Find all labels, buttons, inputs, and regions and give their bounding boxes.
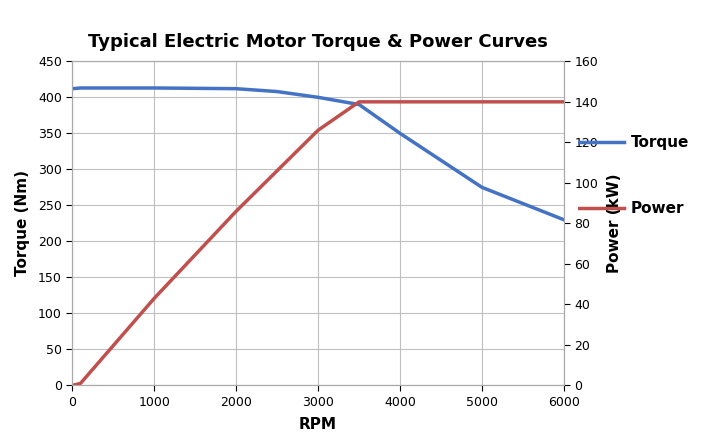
Power (314, 127, 322, 133)
Torque (68, 86, 77, 91)
Torque (273, 89, 281, 94)
X-axis label: RPM: RPM (299, 417, 337, 432)
Torque (76, 85, 85, 91)
Torque (314, 95, 322, 100)
Torque (232, 86, 241, 91)
Power (560, 99, 568, 105)
Power (232, 208, 241, 214)
Torque (478, 185, 487, 190)
Title: Typical Electric Motor Torque & Power Curves: Typical Electric Motor Torque & Power Cu… (88, 33, 548, 51)
Power (68, 383, 77, 388)
Power (150, 296, 158, 301)
Text: Torque: Torque (630, 135, 689, 150)
Y-axis label: Power (kW): Power (kW) (607, 173, 622, 273)
Torque (150, 85, 158, 91)
Torque (395, 131, 404, 136)
Y-axis label: Torque (Nm): Torque (Nm) (14, 170, 30, 276)
Power (76, 381, 85, 386)
Power (355, 99, 364, 105)
Power (478, 99, 487, 105)
Line: Torque: Torque (72, 88, 564, 220)
Torque (560, 217, 568, 223)
Power (395, 99, 404, 105)
Torque (355, 102, 364, 107)
Power (273, 168, 281, 173)
Text: Power: Power (630, 201, 684, 215)
Line: Power: Power (72, 102, 564, 385)
